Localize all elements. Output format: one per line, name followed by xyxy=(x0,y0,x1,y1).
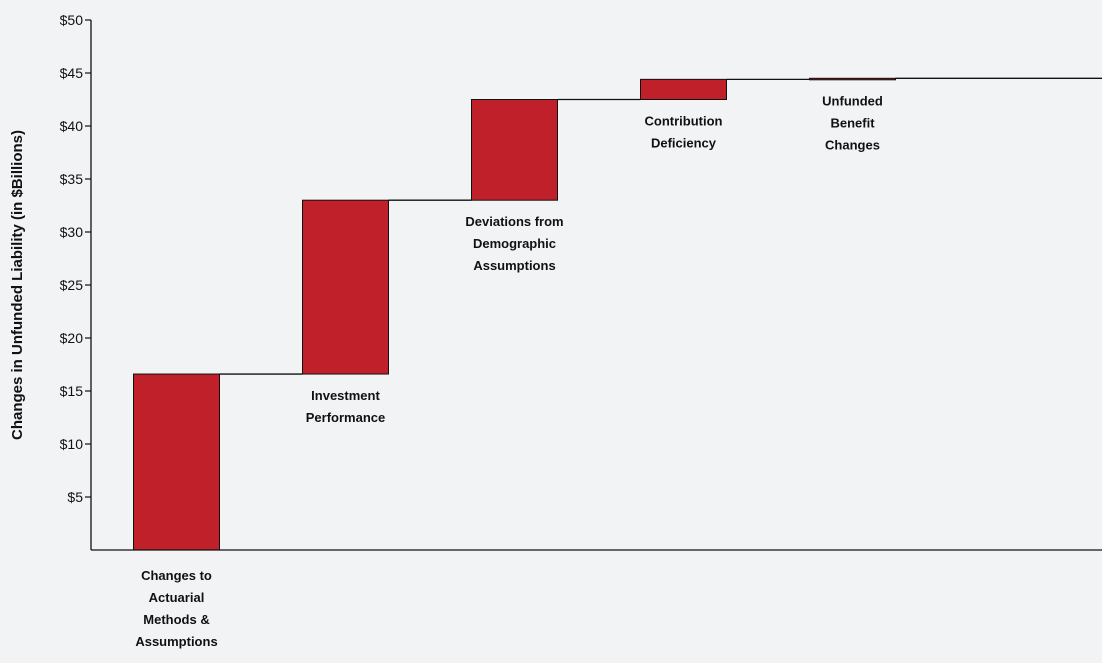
y-tick-label: $45 xyxy=(60,65,84,81)
category-label-line: Changes to xyxy=(141,568,212,583)
increase-bar xyxy=(302,199,389,375)
y-tick-label: $35 xyxy=(60,171,84,187)
increase-bar xyxy=(133,373,220,551)
category-label: Unfunded Benefit Changes xyxy=(822,93,883,152)
y-tick-label: $15 xyxy=(60,383,84,399)
y-tick-label: $50 xyxy=(60,12,84,28)
category-label-line: Benefit xyxy=(830,115,875,130)
y-tick-label: $20 xyxy=(60,330,84,346)
y-tick-label: $10 xyxy=(60,436,84,452)
increase-bar xyxy=(640,78,727,100)
y-tick-label: $30 xyxy=(60,224,84,240)
category-label-line: Assumptions xyxy=(473,258,555,273)
category-label: Investment Performance xyxy=(306,388,385,425)
category-label-line: Assumptions xyxy=(135,634,217,649)
category-label-line: Unfunded xyxy=(822,93,883,108)
y-tick-label: $40 xyxy=(60,118,84,134)
y-tick-label: $25 xyxy=(60,277,84,293)
category-label-line: Performance xyxy=(306,410,385,425)
bars xyxy=(133,77,896,551)
connector-lines xyxy=(219,77,1102,375)
category-label-line: Demographic xyxy=(473,236,556,251)
category-label: Changes to Actuarial Methods & Assumptions xyxy=(135,568,217,649)
category-label-line: Contribution xyxy=(645,114,723,129)
y-axis: $5 $10 $15 $20 $25 $30 $35 $40 $45 $50 xyxy=(60,12,92,550)
category-label-line: Deviations from xyxy=(465,214,563,229)
category-label: Deviations from Demographic Assumptions xyxy=(465,214,563,273)
increase-bar xyxy=(471,99,558,201)
category-label-line: Investment xyxy=(311,388,380,403)
category-label: Contribution Deficiency xyxy=(645,114,723,151)
increase-bar xyxy=(809,77,896,81)
category-label-line: Deficiency xyxy=(651,136,717,151)
category-label-line: Changes xyxy=(825,137,880,152)
y-tick-label: $5 xyxy=(67,489,83,505)
y-axis-title: Changes in Unfunded Liability (in $Billi… xyxy=(9,130,26,440)
category-label-line: Methods & xyxy=(143,612,209,627)
category-label-line: Actuarial xyxy=(149,590,205,605)
bar-labels: Changes to Actuarial Methods & Assumptions I… xyxy=(135,93,883,649)
